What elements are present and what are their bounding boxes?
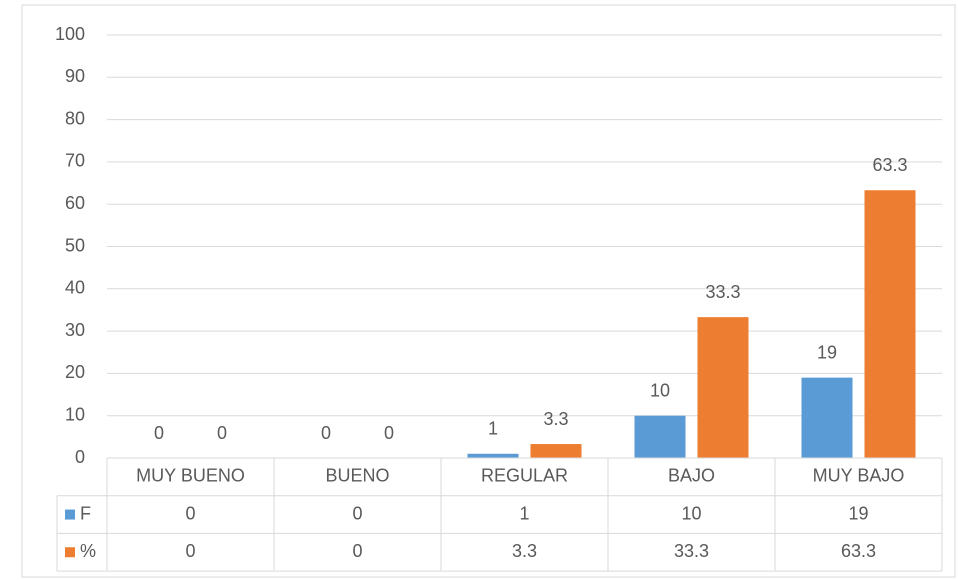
x-tick-label: BUENO (325, 466, 389, 486)
data-label: 0 (384, 423, 394, 443)
table-cell: 63.3 (841, 541, 876, 561)
y-tick-label: 40 (65, 278, 85, 298)
table-cell: 1 (519, 503, 529, 523)
table-cell: 0 (185, 503, 195, 523)
y-tick-label: 0 (75, 447, 85, 467)
y-tick-label: 60 (65, 193, 85, 213)
y-tick-label: 90 (65, 66, 85, 86)
table-cell: 0 (185, 541, 195, 561)
bar (467, 453, 519, 458)
table-cell: 0 (352, 541, 362, 561)
y-tick-label: 10 (65, 404, 85, 424)
table-cell: 33.3 (674, 541, 709, 561)
data-label: 19 (817, 342, 837, 362)
data-label: 0 (154, 423, 164, 443)
data-label: 0 (217, 423, 227, 443)
bar (697, 317, 749, 458)
bar (530, 444, 582, 458)
table-cell: 10 (681, 503, 701, 523)
bar (634, 415, 686, 458)
x-tick-label: BAJO (668, 466, 715, 486)
data-label: 1 (488, 419, 498, 439)
y-tick-label: 80 (65, 108, 85, 128)
data-label: 0 (321, 423, 331, 443)
data-label: 3.3 (543, 409, 568, 429)
y-tick-label: 20 (65, 362, 85, 382)
data-label: 63.3 (872, 155, 907, 175)
y-tick-label: 100 (55, 24, 85, 44)
y-tick-label: 70 (65, 151, 85, 171)
bar (864, 190, 916, 458)
x-tick-label: MUY BUENO (136, 466, 245, 486)
chart-frame (21, 4, 956, 578)
y-tick-label: 30 (65, 320, 85, 340)
legend-key (65, 547, 75, 558)
table-cell: 19 (848, 503, 868, 523)
legend-label: % (80, 541, 96, 561)
x-tick-label: REGULAR (481, 466, 568, 486)
y-tick-label: 50 (65, 235, 85, 255)
legend-label: F (80, 503, 91, 523)
table-cell: 3.3 (512, 541, 537, 561)
legend-key (65, 509, 75, 520)
data-label: 10 (650, 380, 670, 400)
table-cell: 0 (352, 503, 362, 523)
bar (801, 377, 853, 458)
data-label: 33.3 (705, 282, 740, 302)
x-tick-label: MUY BAJO (813, 466, 905, 486)
